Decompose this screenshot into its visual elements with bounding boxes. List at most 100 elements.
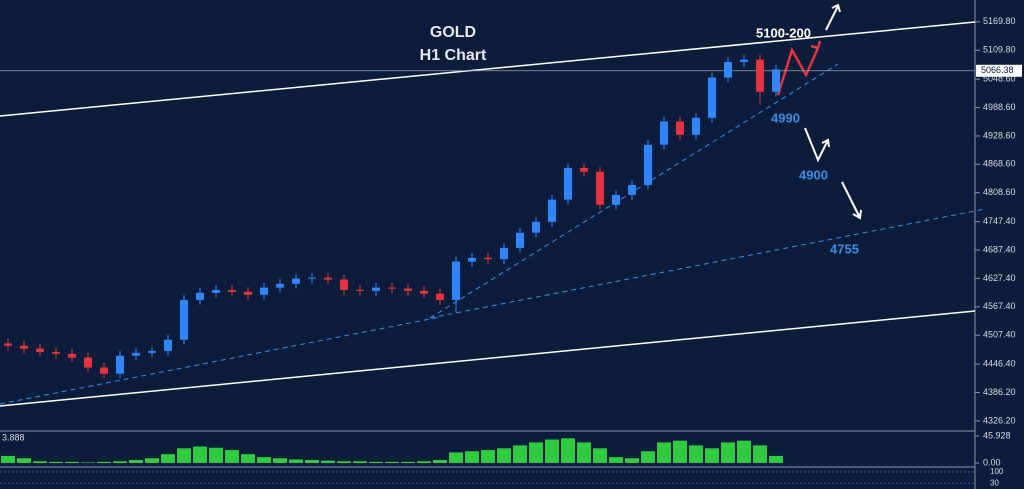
candle-body	[756, 59, 764, 92]
candle-body	[116, 355, 124, 374]
oscillator-bar	[49, 461, 63, 463]
oscillator-bar	[1, 455, 15, 463]
oscillator-bar	[65, 461, 79, 463]
oscillator-bar	[641, 451, 655, 463]
candle-body	[196, 292, 204, 300]
oscillator-value: 3.888	[2, 432, 25, 442]
oscillator-bar	[289, 459, 303, 463]
candle-body	[276, 283, 284, 288]
oscillator-bar	[417, 461, 431, 463]
oscillator-bar	[593, 448, 607, 463]
arrow-head	[852, 209, 862, 220]
oscillator-bar	[673, 440, 687, 463]
y-tick-label: 4386.20	[983, 387, 1016, 397]
candle-body	[500, 247, 508, 260]
oscillator-bar	[97, 461, 111, 463]
oscillator-bar	[529, 442, 543, 463]
oscillator-bar	[321, 460, 335, 463]
candle-body	[4, 343, 12, 346]
oscillator-tick-label: 0.00	[983, 457, 1001, 467]
oscillator-bar	[401, 461, 415, 463]
channel-line	[0, 21, 976, 117]
candle-body	[532, 221, 540, 233]
candle-body	[52, 351, 60, 354]
candle-body	[740, 59, 748, 62]
candle-body	[212, 289, 220, 293]
annotation: 4755	[830, 241, 859, 256]
trend-line	[429, 208, 986, 319]
oscillator-bar	[737, 440, 751, 463]
candle-body	[68, 353, 76, 358]
candle-body	[516, 232, 524, 248]
oscillator-bar	[753, 445, 767, 463]
candle-body	[580, 167, 588, 172]
candle-body	[708, 77, 716, 118]
candle-body	[420, 290, 428, 294]
candle-body	[452, 261, 460, 300]
y-tick-label: 4747.40	[983, 216, 1016, 226]
candle-body	[484, 257, 492, 260]
oscillator-bar	[177, 448, 191, 463]
candle-body	[644, 144, 652, 185]
candle-body	[356, 289, 364, 291]
oscillator-bar	[721, 442, 735, 463]
y-tick-label: 4808.60	[983, 187, 1016, 197]
y-tick-label: 4928.60	[983, 130, 1016, 140]
oscillator-bar	[465, 451, 479, 463]
y-tick-label: 4326.20	[983, 415, 1016, 425]
last-price-box	[976, 64, 1022, 77]
oscillator-bar	[369, 461, 383, 463]
channel-line	[0, 310, 976, 407]
y-tick-label: 4627.40	[983, 273, 1016, 283]
projection-arrow	[841, 181, 861, 219]
oscillator-tick-label: 45.928	[983, 430, 1011, 440]
oscillator-bar	[17, 458, 31, 463]
oscillator-bar	[225, 450, 239, 463]
last-price-label: 5066.38	[981, 65, 1014, 75]
oscillator-bar	[481, 450, 495, 463]
oscillator-bar	[577, 442, 591, 463]
oscillator-bar	[129, 460, 143, 463]
y-tick-label: 5169.80	[983, 16, 1016, 26]
annotation: 4900	[799, 167, 828, 182]
projection-arrow	[776, 46, 820, 96]
candle-body	[468, 257, 476, 262]
candle-body	[676, 121, 684, 135]
y-tick-label: 4988.60	[983, 102, 1016, 112]
y-tick-label: 4507.40	[983, 330, 1016, 340]
candle-body	[132, 352, 140, 356]
candle-body	[660, 121, 668, 145]
y-tick-label: 5048.60	[983, 74, 1016, 84]
annotation: 5100-200	[756, 25, 811, 40]
chart-title: GOLD	[430, 24, 476, 41]
y-tick-label: 5109.80	[983, 45, 1016, 55]
candle-body	[100, 367, 108, 374]
oscillator-bar	[305, 460, 319, 463]
candle-body	[372, 287, 380, 291]
y-tick-label: 4868.60	[983, 159, 1016, 169]
candle-body	[404, 288, 412, 291]
oscillator-bar	[657, 442, 671, 463]
arrow-head	[821, 138, 830, 148]
oscillator-bar	[513, 445, 527, 463]
candle-body	[612, 194, 620, 205]
oscillator-bar	[161, 454, 175, 463]
candle-body	[260, 287, 268, 295]
projection-arrow	[804, 127, 829, 163]
candle-body	[628, 184, 636, 195]
candle-body	[724, 61, 732, 78]
oscillator-bar	[545, 439, 559, 463]
oscillator-bar	[385, 461, 399, 463]
candle-body	[308, 277, 316, 279]
oscillator-bar	[241, 454, 255, 463]
candle-body	[228, 289, 236, 292]
candle-body	[164, 339, 172, 352]
candle-body	[324, 277, 332, 280]
candle-body	[148, 351, 156, 353]
lower-panel-tick-label: 100	[990, 467, 1004, 476]
candle-body	[20, 345, 28, 349]
oscillator-bar	[561, 438, 575, 463]
